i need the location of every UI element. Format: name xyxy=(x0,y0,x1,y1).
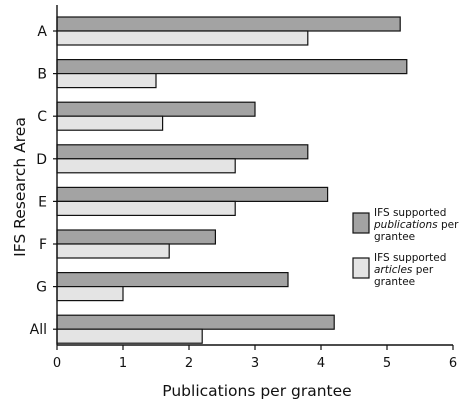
bar-all-series-2 xyxy=(56,328,203,344)
category-label-f: F xyxy=(39,237,47,253)
bar-f-series-1 xyxy=(56,229,216,245)
x-tick-label-1: 1 xyxy=(119,356,127,371)
axes-layer xyxy=(53,5,454,350)
x-axis-title: Publications per grantee xyxy=(162,382,351,400)
legend-label-series-1: IFS supported publications per grantee xyxy=(373,207,459,243)
category-label-g: G xyxy=(36,280,47,296)
bar-g-series-2 xyxy=(56,286,124,302)
bar-d-series-1 xyxy=(56,144,309,160)
bar-b-series-2 xyxy=(56,72,157,89)
legend: IFS supported publications per grantee IFS … xyxy=(352,207,459,288)
x-tick-label-5: 5 xyxy=(383,356,391,371)
bar-a-series-2 xyxy=(56,30,309,46)
legend-swatch-series-2 xyxy=(352,257,370,279)
x-tick-label-6: 6 xyxy=(449,356,457,371)
bars-layer xyxy=(56,16,408,344)
legend-label-series-2: IFS supported articles per grantee xyxy=(374,252,446,288)
labels-layer: A B C D E F G All 0 1 2 3 4 5 6 xyxy=(30,24,458,371)
bar-a-series-1 xyxy=(56,16,401,32)
bar-f-series-2 xyxy=(56,243,170,259)
category-label-e: E xyxy=(38,194,47,210)
bar-c-series-1 xyxy=(56,101,256,117)
x-tick-label-2: 2 xyxy=(185,356,193,371)
category-label-b: B xyxy=(37,67,47,83)
category-label-d: D xyxy=(36,152,47,168)
legend-swatch-series-1 xyxy=(352,212,370,234)
bar-all-series-1 xyxy=(56,314,335,330)
bar-e-series-2 xyxy=(56,200,236,216)
category-label-c: C xyxy=(37,109,47,125)
x-tick-label-3: 3 xyxy=(251,356,259,371)
x-tick-label-4: 4 xyxy=(317,356,325,371)
category-label-all: All xyxy=(30,322,47,338)
bar-c-series-2 xyxy=(56,115,164,131)
y-axis-title: IFS Research Area xyxy=(11,117,29,257)
bar-d-series-2 xyxy=(56,158,236,174)
bar-e-series-1 xyxy=(56,186,329,202)
category-label-a: A xyxy=(37,24,47,40)
bar-g-series-1 xyxy=(56,272,289,288)
bar-b-series-1 xyxy=(56,58,408,75)
x-tick-label-0: 0 xyxy=(53,356,61,371)
